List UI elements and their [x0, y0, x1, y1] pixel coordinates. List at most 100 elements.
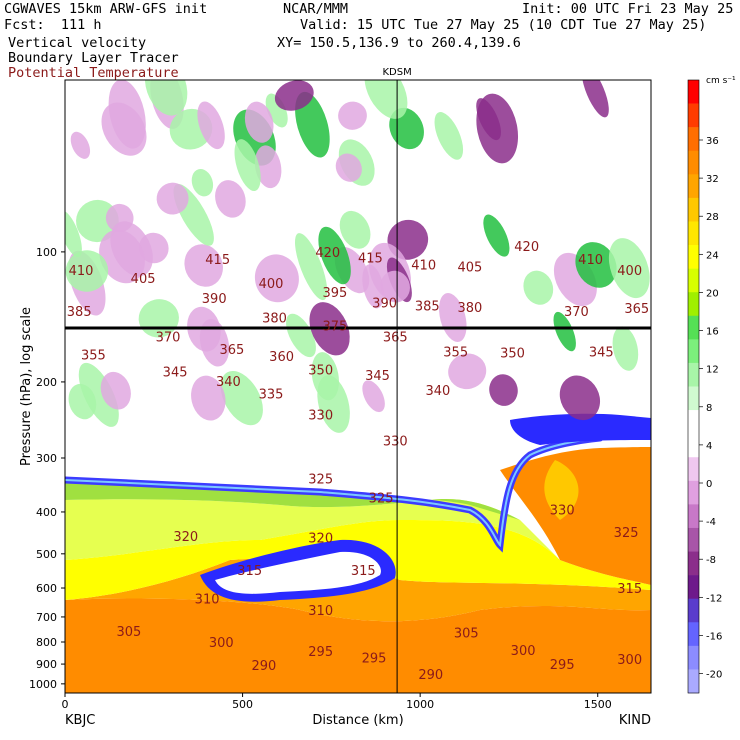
y-tick-label: 400 — [36, 506, 57, 519]
vertical-velocity-cell — [439, 293, 467, 342]
isentrope-label: 310 — [195, 593, 220, 608]
isentrope-label: 330 — [383, 434, 408, 449]
colorbar-swatch — [688, 80, 699, 104]
orange-boundary-layer — [65, 598, 651, 693]
colorbar-tick-label: 28 — [706, 212, 719, 223]
vertical-velocity-cell — [184, 244, 223, 287]
vertical-velocity-cell — [220, 370, 263, 426]
vertical-velocity-cell — [608, 238, 650, 299]
colorbar-swatch — [688, 480, 699, 505]
colorbar-units: cm s⁻¹ — [706, 76, 736, 86]
colorbar-swatch — [688, 127, 699, 152]
colorbar-tick-label: -4 — [706, 517, 716, 528]
y-tick-label: 100 — [36, 246, 57, 259]
vertical-velocity-cell — [581, 80, 609, 118]
colorbar: cm s⁻¹ 36 32 28 24 20 16 12 8 4 0 -4 -8 -12 -16 -20 — [687, 76, 736, 694]
yellow-east-patch — [544, 460, 579, 520]
colorbar-swatch — [688, 645, 699, 670]
isentrope-label: 295 — [308, 645, 333, 660]
cross-section-endpoints: XY= 150.5,136.9 to 260.4,139.6 — [277, 35, 521, 51]
colorbar-swatch — [688, 150, 699, 175]
colorbar-tick-label: 12 — [706, 365, 719, 376]
isentrope-label: 320 — [173, 530, 198, 545]
colorbar-tick-label: -12 — [706, 593, 722, 604]
y-tick-label: 600 — [36, 582, 57, 595]
vertical-velocity-cell — [362, 380, 385, 413]
colorbar-frame — [687, 79, 700, 694]
colorbar-swatch — [688, 315, 699, 340]
x-tick-label: 0 — [62, 698, 69, 711]
isentrope-label: 310 — [308, 604, 333, 619]
isentrope-label: 315 — [351, 564, 376, 579]
isentrope-label: 290 — [418, 668, 443, 683]
isentrope-label: 325 — [369, 491, 394, 506]
colorbar-swatch — [688, 174, 699, 199]
isentrope-label: 340 — [425, 384, 450, 399]
isentrope-label: 290 — [251, 659, 276, 674]
colorbar-swatch — [688, 362, 699, 387]
vertical-velocity-cell — [448, 353, 487, 390]
orange-east-region — [500, 447, 651, 585]
vertical-velocity-cell — [612, 326, 639, 371]
organization: NCAR/MMM — [283, 1, 349, 17]
vertical-velocity-cell — [65, 250, 109, 292]
colorbar-tick-label: 24 — [706, 250, 719, 261]
model-title: CGWAVES 15km ARW-GFS init — [4, 1, 208, 17]
isentrope-label: 365 — [383, 331, 408, 346]
isentrope-label: 385 — [415, 299, 440, 314]
vertical-velocity-cell — [234, 139, 261, 192]
colorbar-swatch — [688, 457, 699, 482]
colorbar-swatch — [688, 622, 699, 647]
vertical-velocity-cell — [78, 362, 119, 427]
init-time: Init: 00 UTC Fri 23 May 25 — [522, 1, 734, 17]
vertical-velocity-cell — [65, 210, 82, 258]
vertical-velocity-cell — [274, 80, 314, 111]
isentrope-label: 300 — [209, 636, 234, 651]
colorbar-swatch — [688, 551, 699, 576]
colorbar-swatch — [688, 433, 699, 458]
isentrope-label: 315 — [617, 582, 642, 597]
x-axis-label: Distance (km) — [312, 713, 403, 728]
isentrope-label: 305 — [116, 625, 141, 640]
vertical-velocity-cell — [215, 180, 246, 218]
vertical-velocity-cell — [294, 233, 328, 301]
isentrope-label: 380 — [457, 301, 482, 316]
vertical-velocity-cell — [575, 242, 617, 288]
vertical-velocity-cell — [489, 374, 518, 406]
vertical-velocity-cell — [199, 319, 230, 367]
colorbar-tick-label: 36 — [706, 136, 719, 147]
y-tick-label: 1000 — [29, 678, 57, 691]
station-marker-label: KDSM — [382, 67, 411, 78]
isentrope-label: 410 — [578, 253, 603, 268]
vertical-velocity-cell — [100, 371, 131, 410]
field-vertical-velocity: Vertical velocity — [8, 35, 147, 51]
vertical-velocity-cell — [101, 102, 147, 156]
isentrope-label: 300 — [511, 644, 536, 659]
isentrope-label: 295 — [362, 652, 387, 667]
isentrope-label: 330 — [550, 504, 575, 519]
vertical-velocity-cell — [335, 153, 362, 182]
x-tick-label: 500 — [232, 698, 253, 711]
colorbar-swatch — [688, 103, 699, 128]
colorbar-swatch — [688, 598, 699, 623]
colorbar-tick-label: -20 — [706, 670, 722, 681]
colorbar-tick-label: -16 — [706, 631, 722, 642]
isentrope-label: 355 — [81, 349, 106, 364]
colorbar-swatch — [688, 527, 699, 552]
vertical-velocity-cell — [191, 168, 214, 197]
vertical-velocity-cell — [244, 101, 274, 143]
isentrope-label: 315 — [237, 564, 262, 579]
vertical-velocity-cell — [311, 352, 339, 401]
isentrope-label: 370 — [156, 331, 181, 346]
x-tick-label: 1000 — [406, 698, 434, 711]
vertical-velocity-cell — [523, 270, 554, 305]
isentrope-label: 395 — [322, 286, 347, 301]
isentrope-label: 360 — [269, 350, 294, 365]
colorbar-swatch — [688, 575, 699, 599]
vertical-velocity-cell — [191, 375, 226, 421]
vertical-velocity-cell — [434, 112, 464, 160]
isentrope-label: 365 — [624, 302, 649, 317]
tracer-edge-cyan — [65, 437, 601, 548]
vertical-velocity-cell — [339, 210, 371, 249]
isentrope-label: 415 — [205, 253, 230, 268]
